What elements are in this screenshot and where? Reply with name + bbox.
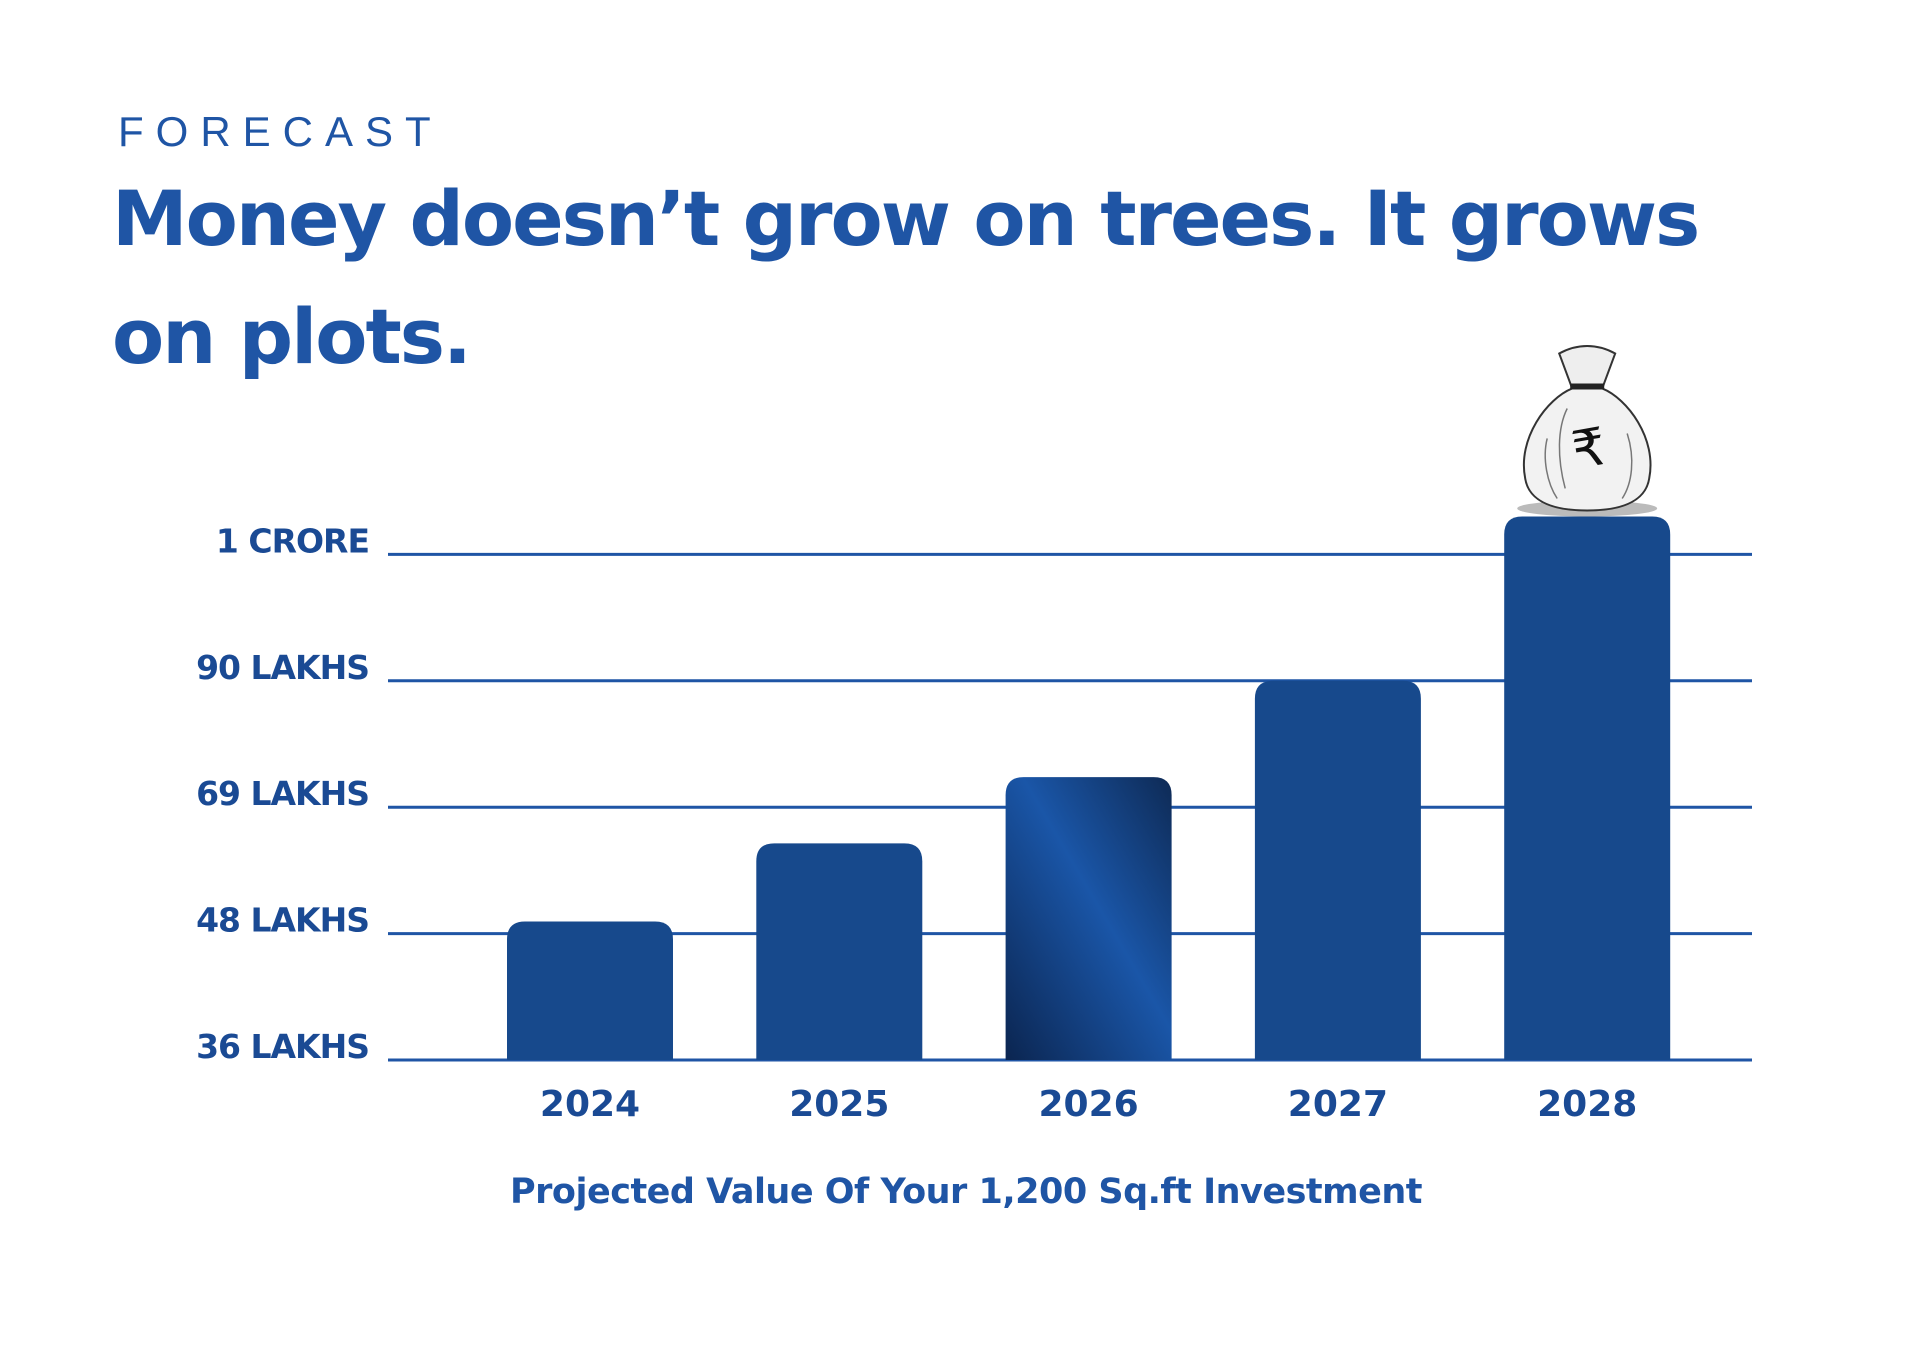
x-tick-label: 2025: [789, 1084, 889, 1125]
headline: Money doesn’t grow on trees. It grows on…: [112, 174, 1700, 381]
x-tick-label: 2024: [540, 1084, 640, 1125]
x-tick-label: 2026: [1038, 1084, 1138, 1125]
eyebrow-label: FORECAST: [118, 108, 443, 155]
y-tick-label: 48 LAKHS: [196, 901, 369, 940]
x-tick-label: 2028: [1537, 1084, 1637, 1125]
bar-2028: [1504, 516, 1671, 1060]
bar-2024: [507, 921, 673, 1060]
bar-2027: [1254, 680, 1421, 1060]
x-tick-label: 2027: [1288, 1084, 1388, 1125]
x-axis-caption: Projected Value Of Your 1,200 Sq.ft Inve…: [510, 1172, 1423, 1212]
y-tick-label: 1 CRORE: [216, 521, 369, 560]
money-bag-rupee-icon: ₹: [1517, 344, 1658, 517]
bar-2026: [1005, 777, 1172, 1060]
y-tick-label: 69 LAKHS: [196, 774, 369, 813]
y-tick-label: 90 LAKHS: [196, 648, 369, 687]
y-tick-label: 36 LAKHS: [196, 1027, 369, 1066]
bar-2025: [756, 843, 923, 1060]
